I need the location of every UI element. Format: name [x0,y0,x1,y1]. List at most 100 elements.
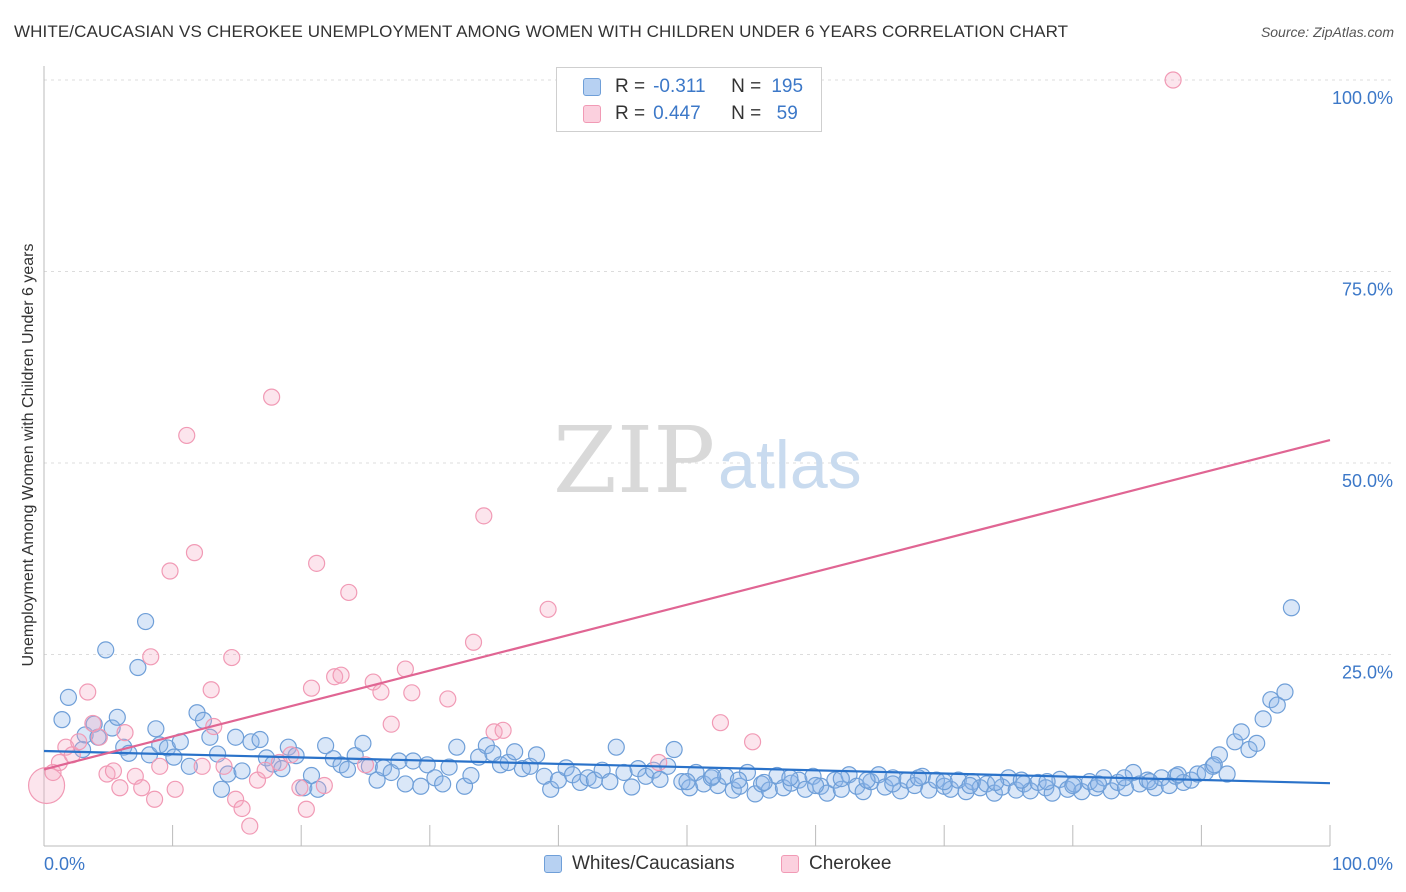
whites-point [704,767,722,785]
watermark-atlas: atlas [718,427,862,503]
whites-point [1276,683,1294,701]
whites-point [607,738,625,756]
whites-point [59,688,78,706]
cherokee-point [193,757,211,775]
whites-point [165,748,183,766]
whites-point [1282,599,1301,617]
whites-point [678,773,696,791]
whites-point [781,769,799,787]
cherokee-point [315,776,333,795]
whites-point [601,773,619,791]
whites-point [136,612,155,631]
axes [43,66,1331,847]
cherokee-point [650,753,668,772]
whites-point [412,777,430,795]
series-legend-whites: Whites/Caucasians [544,852,735,876]
whites-point [201,728,219,746]
cherokee-point [382,715,400,733]
whites-point [527,746,546,764]
cherokee-point [166,780,184,798]
whites-point [884,769,902,787]
whites-point [287,747,305,765]
whites-point [651,770,669,788]
whites-point [961,776,979,795]
cherokee-point [223,648,241,667]
cherokee-point [356,756,375,774]
cherokee-point [263,388,281,406]
series-legend-cherokee: Cherokee [781,852,891,876]
whites-point [812,777,830,795]
whites-point [180,757,198,775]
correlation-legend: R = -0.311 N = 195 R = 0.447 N = 59 [556,67,822,132]
cherokee-point [161,562,179,580]
cherokee-point [151,757,169,775]
whites-point [302,766,321,785]
cherokee-point [464,633,483,651]
whites-point [455,777,474,795]
whites-point [129,658,147,677]
y-tick-label: 50.0% [1342,471,1393,491]
legend-row-whites: R = -0.311 N = 195 [583,75,805,99]
cherokee-point [539,600,557,618]
trend-lines [43,438,1331,785]
whites-point [987,773,1005,792]
whites-point [108,708,126,726]
whites-point [1210,746,1229,764]
cherokee-point [403,684,421,702]
legend-swatch-cherokee [781,855,799,873]
legend-swatch-cherokee [583,105,601,123]
whites-point [295,779,313,797]
whites-point [1268,696,1286,714]
whites-point [623,778,641,796]
cherokee-point [494,721,512,739]
cherokee-point [1164,71,1182,89]
whites-point [97,641,115,659]
cherokee-point [340,583,358,602]
cherokee-point [84,714,102,733]
legend-r-label: R = [615,103,646,124]
whites-point [731,777,749,795]
cherokee-point [439,690,457,708]
whites-point [858,771,876,789]
whites-point [755,773,773,792]
whites-point [434,775,452,793]
whites-point [506,743,524,761]
whites-point [832,769,850,788]
whites-point [212,780,231,798]
cherokee-point [711,714,730,732]
whites-point [806,776,825,795]
legend-swatch-whites [544,855,562,873]
whites-point [85,715,103,733]
whites-point [1232,723,1250,741]
y-tick-label: 75.0% [1342,280,1393,300]
chart-title: WHITE/CAUCASIAN VS CHEROKEE UNEMPLOYMENT… [14,22,1069,41]
whites-point [1089,775,1108,793]
tick-labels: 25.0% 50.0% 75.0% 100.0% 0.0% 100.0% [44,88,1393,874]
whites-point [729,771,748,789]
whites-point [665,740,683,759]
legend-r-value: -0.311 [653,76,706,97]
whites-point [147,720,165,738]
whites-point [999,769,1018,787]
legend-r-label: R = [615,76,646,97]
gridlines [44,79,1394,655]
whites-point [233,762,251,780]
cherokee-point [202,681,220,699]
series-legend-label: Whites/Caucasians [572,853,735,874]
cherokee-point [145,790,164,808]
watermark-zip: ZIP [553,407,715,514]
whites-point [1218,765,1236,783]
whites-point [317,737,335,755]
cherokee-point [233,799,251,818]
whites-point [251,730,269,749]
cherokee-point [256,761,274,779]
cherokee-point [70,733,88,751]
cherokee-point [111,779,129,797]
whites-point [1064,776,1082,795]
whites-trend-line [43,749,1331,785]
legend-n-value: 195 [771,76,804,97]
y-tick-label: 25.0% [1342,663,1393,683]
y-tick-label: 100.0% [1332,88,1393,108]
cherokee-trend-line [43,438,1331,771]
whites-point [1205,756,1223,774]
